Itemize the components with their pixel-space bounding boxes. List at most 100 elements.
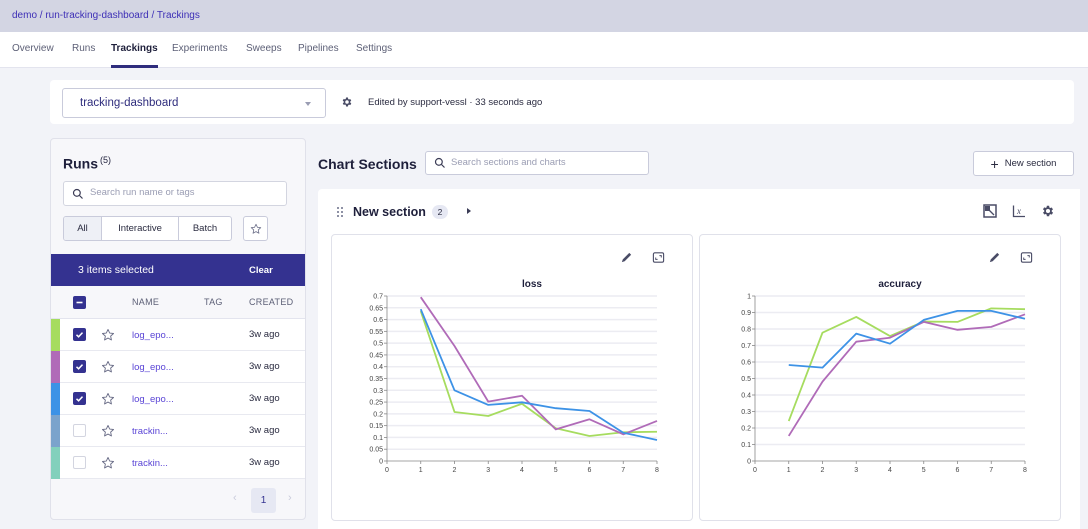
- y-tick-label: 0.3: [741, 409, 751, 416]
- star-icon: [250, 223, 261, 234]
- y-tick-label: 0.1: [373, 435, 383, 442]
- prev-page-button[interactable]: ‹: [233, 492, 237, 504]
- run-checkbox[interactable]: [73, 360, 86, 373]
- search-icon: [434, 157, 445, 168]
- y-tick-label: 0: [747, 459, 751, 466]
- filter-batch[interactable]: Batch: [192, 223, 218, 234]
- y-tick-label: 0.1: [741, 442, 751, 449]
- runs-panel: Runs(5) All Interactive Batch 3 items se…: [50, 138, 306, 520]
- new-section-button[interactable]: + New section: [973, 151, 1074, 176]
- x-axis-settings-icon[interactable]: x: [1012, 204, 1026, 218]
- tab-sweeps[interactable]: Sweeps: [246, 43, 282, 54]
- run-name[interactable]: log_epo...: [132, 330, 174, 341]
- star-icon: [101, 456, 115, 469]
- series-line[interactable]: [420, 296, 658, 436]
- check-icon: [75, 364, 84, 370]
- run-name[interactable]: trackin...: [132, 458, 168, 469]
- run-row[interactable]: log_epo... 3w ago: [51, 319, 305, 351]
- tab-overview[interactable]: Overview: [12, 43, 54, 54]
- drag-handle-icon[interactable]: [336, 206, 344, 218]
- dashboard-select[interactable]: tracking-dashboard: [62, 88, 326, 118]
- x-tick-label: 8: [1023, 467, 1027, 474]
- column-created[interactable]: CREATED: [249, 297, 294, 307]
- column-name[interactable]: NAME: [132, 297, 160, 307]
- section-settings-gear-icon[interactable]: [1041, 204, 1055, 218]
- gear-icon[interactable]: [341, 96, 353, 108]
- favorite-star-button[interactable]: [101, 456, 115, 470]
- run-name[interactable]: log_epo...: [132, 362, 174, 373]
- y-tick-label: 0.7: [373, 294, 383, 301]
- tab-runs[interactable]: Runs: [72, 43, 96, 54]
- series-line[interactable]: [787, 313, 1026, 437]
- run-name[interactable]: trackin...: [132, 426, 168, 437]
- minus-icon: [76, 301, 83, 304]
- fit-area-icon[interactable]: [983, 204, 997, 218]
- y-tick-label: 0.2: [741, 426, 751, 433]
- tab-experiments[interactable]: Experiments: [172, 43, 228, 54]
- tab-pipelines[interactable]: Pipelines: [298, 43, 339, 54]
- plus-icon: +: [990, 155, 999, 172]
- y-tick-label: 0.15: [369, 423, 383, 430]
- tab-settings[interactable]: Settings: [356, 43, 393, 54]
- select-all-checkbox[interactable]: [73, 296, 86, 309]
- selection-bar: 3 items selected Clear: [51, 254, 305, 286]
- x-tick-label: 2: [453, 467, 457, 474]
- run-checkbox[interactable]: [73, 328, 86, 341]
- filter-all[interactable]: All: [64, 217, 102, 240]
- run-search-input[interactable]: [90, 187, 280, 198]
- new-section-label: New section: [1004, 158, 1057, 169]
- y-tick-label: 0.7: [741, 343, 751, 350]
- run-checkbox[interactable]: [73, 456, 86, 469]
- y-tick-label: 0.6: [741, 360, 751, 367]
- run-checkbox[interactable]: [73, 424, 86, 437]
- pencil-icon[interactable]: [988, 251, 1001, 264]
- x-tick-label: 8: [655, 467, 659, 474]
- y-tick-label: 0.5: [741, 376, 751, 383]
- y-tick-label: 0.35: [369, 376, 383, 383]
- x-tick-label: 5: [554, 467, 558, 474]
- x-tick-label: 3: [486, 467, 490, 474]
- section-title[interactable]: New section: [353, 205, 426, 219]
- y-tick-label: 0.9: [741, 310, 751, 317]
- series-line[interactable]: [788, 309, 1026, 369]
- search-icon: [72, 188, 83, 199]
- x-tick-label: 0: [753, 467, 757, 474]
- chart-search-input[interactable]: [451, 157, 641, 168]
- run-row[interactable]: trackin... 3w ago: [51, 447, 305, 479]
- y-tick-label: 1: [747, 294, 751, 301]
- series-line[interactable]: [419, 310, 658, 437]
- pagination: ‹ 1 ›: [51, 479, 305, 519]
- favorites-filter-button[interactable]: [243, 216, 268, 241]
- favorite-star-button[interactable]: [101, 328, 115, 342]
- favorite-star-button[interactable]: [101, 360, 115, 374]
- star-icon: [101, 424, 115, 437]
- chart-card-accuracy: accuracy 0 0.1 0.2 0.3 0.4 0.5 0.6 0.7 0.8 0.9 1 0 1 2…: [699, 234, 1061, 521]
- column-tag[interactable]: TAG: [204, 297, 223, 307]
- caret-right-icon[interactable]: [467, 208, 471, 214]
- run-checkbox[interactable]: [73, 392, 86, 405]
- x-tick-label: 4: [520, 467, 524, 474]
- favorite-star-button[interactable]: [101, 392, 115, 406]
- chart-title: loss: [522, 279, 542, 290]
- next-page-button[interactable]: ›: [288, 492, 292, 504]
- run-name[interactable]: log_epo...: [132, 394, 174, 405]
- run-created: 3w ago: [249, 361, 280, 372]
- expand-icon[interactable]: [652, 251, 665, 264]
- breadcrumb[interactable]: demo / run-tracking-dashboard / Tracking…: [12, 10, 200, 21]
- expand-icon[interactable]: [1020, 251, 1033, 264]
- favorite-star-button[interactable]: [101, 424, 115, 438]
- run-row[interactable]: log_epo... 3w ago: [51, 351, 305, 383]
- chevron-down-icon: [305, 102, 311, 106]
- series-line[interactable]: [419, 308, 658, 441]
- chart-section: New section 2 x loss 0 0.05 0.1 0.15 0.2 0.25 0…: [318, 189, 1088, 529]
- tab-trackings[interactable]: Trackings: [111, 43, 158, 68]
- run-row[interactable]: log_epo... 3w ago: [51, 383, 305, 415]
- page-1-button[interactable]: 1: [251, 488, 276, 513]
- pencil-icon[interactable]: [620, 251, 633, 264]
- x-tick-label: 7: [621, 467, 625, 474]
- run-row[interactable]: trackin... 3w ago: [51, 415, 305, 447]
- y-tick-label: 0.2: [373, 411, 383, 418]
- page-gutter: [1080, 189, 1088, 529]
- filter-interactive[interactable]: Interactive: [102, 217, 179, 240]
- clear-selection-button[interactable]: Clear: [249, 265, 273, 276]
